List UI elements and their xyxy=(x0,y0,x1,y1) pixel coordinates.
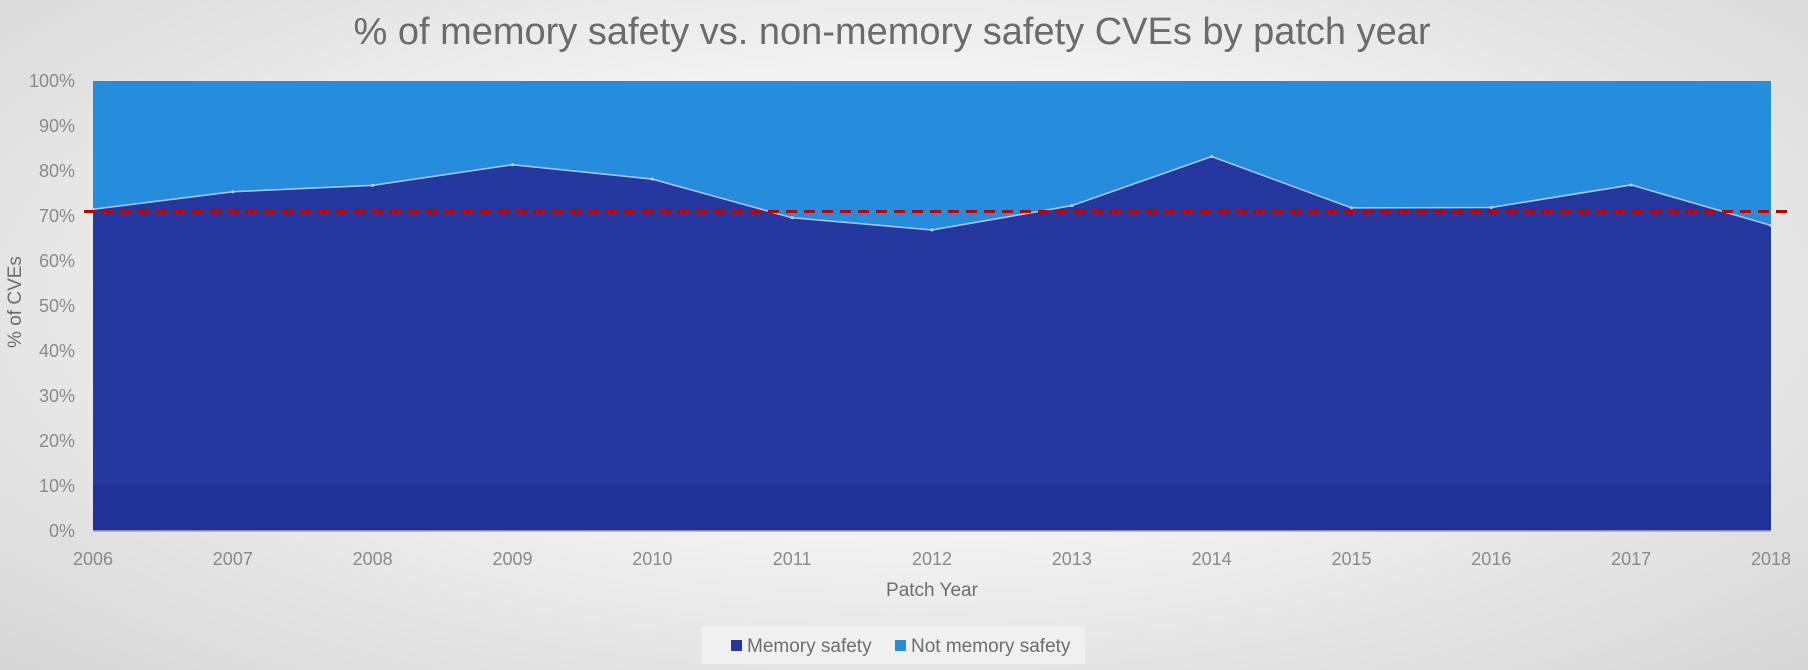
y-tick-label: 60% xyxy=(39,251,75,271)
legend-swatch-not-memory-safety xyxy=(895,640,906,651)
x-tick-label: 2010 xyxy=(632,549,672,569)
area-memory-safety xyxy=(93,156,1771,531)
x-tick-label: 2017 xyxy=(1611,549,1651,569)
data-point-memory-safety xyxy=(1350,206,1353,210)
legend-swatch-memory-safety xyxy=(731,640,742,651)
area-shading xyxy=(93,486,1771,531)
y-tick-label: 40% xyxy=(39,341,75,361)
x-tick-label: 2006 xyxy=(73,549,113,569)
x-axis-label: Patch Year xyxy=(886,580,979,601)
x-tick-label: 2008 xyxy=(353,549,393,569)
data-point-memory-safety xyxy=(371,183,375,187)
legend-label-not-memory-safety: Not memory safety xyxy=(911,636,1071,657)
y-tick-label: 10% xyxy=(39,476,75,496)
y-tick-label: 70% xyxy=(39,206,75,226)
data-point-memory-safety xyxy=(930,228,934,232)
data-point-memory-safety xyxy=(231,190,235,194)
x-axis: 2006 2007 2008 2009 2010 2011 2012 2013 2014 2015… xyxy=(73,549,1791,569)
data-point-memory-safety xyxy=(1070,204,1074,208)
y-tick-label: 30% xyxy=(39,386,75,406)
x-tick-label: 2016 xyxy=(1471,549,1511,569)
legend-label-memory-safety: Memory safety xyxy=(747,636,872,657)
data-point-memory-safety xyxy=(790,216,794,220)
y-tick-label: 80% xyxy=(39,161,75,181)
y-tick-label: 90% xyxy=(39,116,75,136)
x-tick-label: 2012 xyxy=(912,549,952,569)
data-point-memory-safety xyxy=(1489,205,1493,209)
x-tick-label: 2018 xyxy=(1751,549,1791,569)
legend-background xyxy=(702,626,1085,664)
x-tick-label: 2011 xyxy=(773,549,812,569)
y-axis: 0% 10% 20% 30% 40% 50% 60% 70% 80% 90% 100% xyxy=(29,71,75,541)
data-point-memory-safety xyxy=(1769,223,1773,227)
y-tick-label: 100% xyxy=(29,71,75,91)
data-point-memory-safety xyxy=(511,163,514,167)
chart-title: % of memory safety vs. non-memory safety… xyxy=(353,11,1430,53)
x-tick-label: 2013 xyxy=(1052,549,1092,569)
data-point-memory-safety xyxy=(1210,155,1214,159)
area-not-memory-safety xyxy=(93,81,1771,230)
data-point-memory-safety xyxy=(650,177,654,181)
y-axis-label: % of CVEs xyxy=(5,256,26,348)
y-tick-label: 50% xyxy=(39,296,75,316)
plot-area xyxy=(84,81,1790,532)
legend: Memory safety Not memory safety xyxy=(702,626,1085,664)
x-tick-label: 2015 xyxy=(1331,549,1371,569)
y-tick-label: 0% xyxy=(49,521,75,541)
data-point-memory-safety xyxy=(1629,183,1633,187)
x-tick-label: 2009 xyxy=(492,549,532,569)
x-tick-label: 2007 xyxy=(213,549,253,569)
x-tick-label: 2014 xyxy=(1192,549,1232,569)
y-tick-label: 20% xyxy=(39,431,75,451)
